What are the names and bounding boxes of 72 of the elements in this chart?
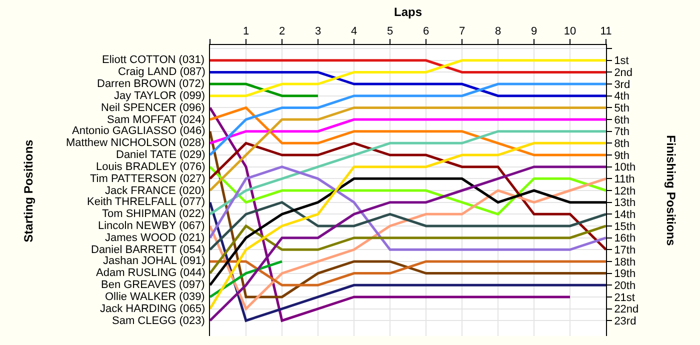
y-tick-label: 1st (614, 55, 629, 68)
series-label: Daniel TATE (029) (116, 149, 206, 161)
series-label: Sam MOFFAT (024) (107, 114, 206, 126)
y-tick-label: 7th (614, 126, 630, 138)
series-label: Jay TAYLOR (099) (114, 90, 206, 102)
line-series (210, 82, 606, 156)
x-tick-label: 9 (530, 26, 538, 38)
y-tick-label: 22nd (614, 304, 639, 316)
x-tick-label: 11 (600, 26, 612, 38)
x-tick-label: 1 (242, 26, 250, 38)
series-label: Louis BRADLEY (076) (96, 161, 206, 173)
series-label: Tom SHIPMAN (022) (102, 208, 205, 220)
x-tick-label: 5 (386, 26, 394, 38)
y-tick-label: 18th (614, 256, 636, 268)
text: Starting Positions (21, 139, 36, 242)
series-label: Keith THRELFALL (077) (87, 196, 206, 208)
y-tick-label: 10th (614, 162, 636, 174)
series-label: Tim PATTERSON (027) (90, 173, 206, 185)
x-tick-label: 2 (278, 26, 286, 38)
series-label: Jashan JOHAL (091) (103, 255, 206, 267)
series-label: Darren BROWN (072) (97, 78, 205, 90)
series-label: Antonio GAGLIASSO (046) (72, 125, 206, 137)
x-tick-label: 8 (494, 26, 502, 38)
y-tick-label: 5th (614, 102, 630, 115)
y-tick-label: 19th (614, 268, 636, 280)
x-tick-label: 7 (458, 26, 466, 38)
y-tick-label: 12th (614, 185, 636, 198)
x-tick-label: 10 (564, 26, 576, 38)
series-label: Eliott COTTON (031) (102, 54, 204, 66)
series-label: Sam CLEGG (023) (112, 315, 205, 327)
x-tick-label: 4 (350, 26, 358, 38)
line-series (210, 142, 606, 251)
y-tick-label: 8th (614, 138, 630, 150)
line-series (210, 201, 606, 322)
x-axis-title: Laps (394, 4, 422, 19)
y-tick-label: 21st (614, 292, 635, 304)
line-series (210, 106, 606, 192)
line-series (210, 130, 606, 216)
series-label: James WOOD (021) (105, 232, 205, 244)
y-tick-label: 13th (614, 197, 636, 210)
y-tick-label: 4th (614, 90, 630, 103)
y-tick-label: 6th (614, 114, 630, 126)
series-label: Craig LAND (087) (118, 66, 206, 78)
y-tick-label: 14th (614, 209, 636, 222)
line-series (210, 59, 606, 98)
y-axis-title: Finishing Positions (664, 135, 678, 246)
y-tick-label: 23rd (614, 315, 636, 328)
series-label: Lincoln NEWBY (067) (98, 220, 205, 232)
series-label: Jack HARDING (065) (100, 303, 206, 315)
line-series (210, 166, 606, 216)
y-tick-label: 11th (614, 174, 635, 186)
line-series (210, 106, 572, 322)
series-label: Jack FRANCE (020) (105, 185, 205, 197)
y-tick-label: 15th (614, 220, 636, 233)
y-tick-label: 16th (614, 232, 636, 245)
line-series (210, 106, 606, 156)
series-label: Neil SPENCER (096) (101, 102, 205, 114)
y-tick-label: 9th (614, 150, 630, 162)
series-label: Matthew NICHOLSON (028) (66, 137, 205, 149)
line-series (210, 224, 606, 275)
series-label: Ollie WALKER (039) (105, 291, 205, 303)
line-series (210, 166, 606, 251)
x-tick-label: 3 (314, 26, 322, 38)
y-tick-label: 2nd (614, 67, 633, 80)
line-series (210, 201, 606, 251)
y-tick-label: 20th (614, 280, 636, 292)
x-tick-label: 6 (422, 26, 430, 38)
series-label: Daniel BARRETT (054) (91, 244, 206, 256)
series-label: Adam RUSLING (044) (96, 267, 206, 279)
series-label: Ben GREAVES (097) (101, 279, 205, 291)
y-tick-label: 3rd (614, 78, 630, 91)
y-tick-label: 17th (614, 244, 636, 256)
